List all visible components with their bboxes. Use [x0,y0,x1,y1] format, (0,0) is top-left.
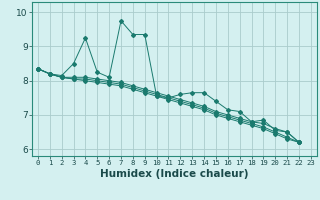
X-axis label: Humidex (Indice chaleur): Humidex (Indice chaleur) [100,169,249,179]
